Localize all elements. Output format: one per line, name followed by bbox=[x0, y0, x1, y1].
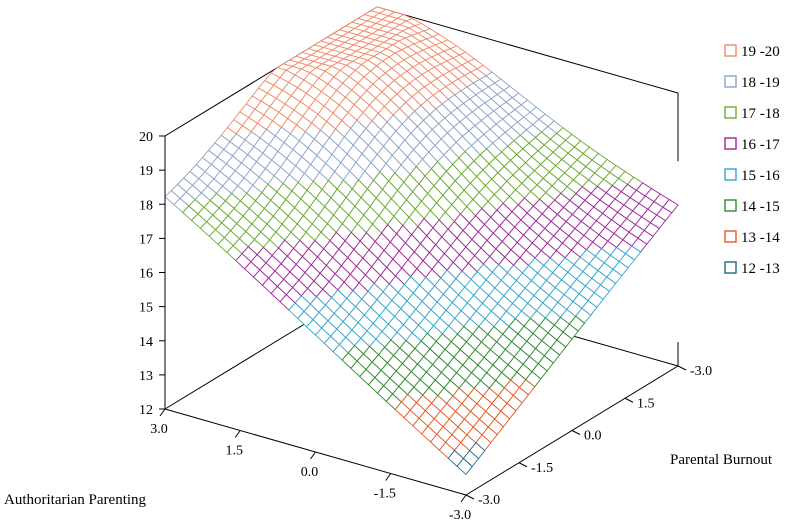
y-axis-title: Parental Burnout bbox=[670, 452, 773, 468]
y-tick-label: 0.0 bbox=[584, 429, 602, 444]
z-tick-label: 13 bbox=[139, 369, 153, 384]
z-tick-label: 15 bbox=[139, 301, 153, 316]
legend-swatch bbox=[724, 230, 737, 243]
legend-swatch bbox=[724, 44, 737, 57]
x-tick-label: 3.0 bbox=[150, 422, 168, 437]
legend-label: 14 -15 bbox=[741, 199, 780, 215]
legend-swatch bbox=[724, 199, 737, 212]
legend-label: 15 -16 bbox=[741, 168, 780, 184]
y-tick-label: -1.5 bbox=[531, 461, 553, 476]
x-tick-label: 0.0 bbox=[301, 465, 319, 480]
z-tick-label: 17 bbox=[139, 232, 153, 247]
x-axis-ticks: 3.0 1.5 0.0 -1.5 -3.0 bbox=[150, 408, 471, 523]
x-tick-mark bbox=[460, 494, 467, 503]
y-axis-ticks: -3.0 -1.5 0.0 1.5 -3.0 bbox=[465, 364, 712, 508]
legend-swatch bbox=[724, 137, 737, 150]
x-tick-label: -3.0 bbox=[449, 508, 471, 523]
legend: 19 -20 18 -19 17 -18 16 -17 15 -16 14 -15 13 -… bbox=[724, 44, 780, 277]
x-tick-mark bbox=[159, 408, 166, 417]
z-tick-label: 16 bbox=[139, 267, 153, 282]
legend-label: 16 -17 bbox=[741, 137, 780, 153]
legend-label: 12 -13 bbox=[741, 261, 780, 277]
y-tick-mark bbox=[518, 462, 528, 468]
legend-swatch bbox=[724, 75, 737, 88]
legend-label: 18 -19 bbox=[741, 75, 780, 91]
x-tick-label: 1.5 bbox=[226, 444, 244, 459]
x-tick-mark bbox=[310, 451, 316, 460]
y-tick-label: -3.0 bbox=[690, 364, 712, 379]
z-tick-label: 19 bbox=[139, 164, 153, 179]
legend-swatch bbox=[724, 106, 737, 119]
response-surface bbox=[164, 6, 679, 476]
x-axis-title: Authoritarian Parenting bbox=[4, 492, 147, 508]
z-axis-ticks: 12 13 14 15 16 17 18 19 20 bbox=[139, 130, 165, 418]
x-tick-label: -1.5 bbox=[374, 487, 396, 502]
z-tick-label: 20 bbox=[139, 130, 153, 145]
z-tick-label: 18 bbox=[139, 198, 153, 213]
y-tick-mark bbox=[624, 397, 634, 403]
legend-swatch bbox=[724, 261, 737, 274]
legend-label: 17 -18 bbox=[741, 106, 780, 122]
legend-label: 13 -14 bbox=[741, 230, 780, 246]
x-tick-mark bbox=[234, 430, 241, 438]
legend-swatch bbox=[724, 168, 737, 181]
y-tick-label: 1.5 bbox=[637, 396, 655, 411]
y-tick-label: -3.0 bbox=[478, 493, 500, 508]
y-tick-mark bbox=[571, 430, 581, 435]
y-tick-mark bbox=[677, 365, 687, 371]
x-tick-mark bbox=[385, 473, 392, 481]
mesh-cell bbox=[456, 457, 473, 476]
z-tick-label: 14 bbox=[139, 335, 153, 350]
legend-label: 19 -20 bbox=[741, 44, 780, 60]
y-tick-mark bbox=[465, 494, 475, 500]
z-tick-label: 12 bbox=[139, 403, 153, 418]
top-edge-back-right bbox=[376, 6, 679, 94]
